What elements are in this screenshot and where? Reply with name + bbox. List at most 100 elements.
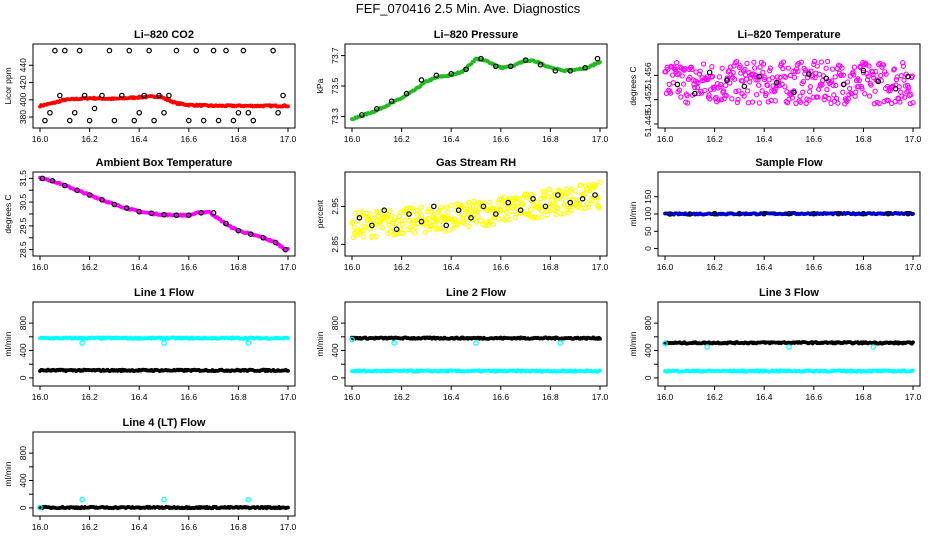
x-tick-label: 16.6 — [806, 262, 823, 272]
y-tick-label: 400 — [330, 343, 340, 357]
data-point — [908, 91, 914, 98]
data-point — [434, 216, 441, 222]
data-point — [161, 340, 167, 346]
data-point — [471, 198, 477, 204]
x-tick-label: 17.0 — [905, 262, 922, 272]
data-point — [742, 66, 748, 73]
data-point — [902, 94, 908, 100]
data-point — [760, 69, 766, 75]
plot-frame — [344, 171, 608, 257]
data-point — [786, 210, 792, 217]
data-point — [756, 100, 763, 106]
data-point — [537, 202, 543, 209]
data-point — [106, 47, 113, 54]
data-point — [210, 210, 217, 216]
data-point — [877, 72, 884, 79]
data-point — [795, 68, 801, 74]
data-point — [899, 93, 905, 99]
data-point — [282, 246, 289, 253]
data-point — [200, 117, 207, 124]
y-tick-label: 2.85 — [330, 236, 340, 253]
data-point — [798, 99, 804, 105]
data-point — [893, 76, 900, 83]
data-point — [66, 117, 73, 124]
y-tick-label: 30.5 — [18, 194, 28, 211]
data-point — [434, 218, 440, 225]
data-point — [678, 94, 684, 100]
data-point — [507, 216, 513, 223]
data-point — [349, 336, 355, 343]
data-point — [901, 77, 907, 83]
chart-title: Line 1 Flow — [134, 287, 194, 299]
x-tick-label: 16.8 — [230, 522, 247, 532]
data-point — [373, 233, 379, 240]
data-point — [352, 210, 359, 216]
data-point — [717, 84, 723, 90]
data-point — [905, 73, 911, 80]
chart-panel-1: Li–820 CO2 16.0 16.2 16.4 16.6 16.8 17.0 380 400… — [3, 29, 297, 144]
data-point — [410, 220, 416, 226]
data-point — [474, 219, 480, 225]
data-point — [687, 74, 693, 80]
data-point — [443, 204, 450, 210]
y-tick-label: 800 — [18, 316, 28, 330]
y-tick-label: 0 — [330, 375, 340, 380]
data-point — [885, 210, 892, 217]
y-axis-label: kPa — [315, 78, 325, 93]
data-point — [428, 208, 434, 214]
data-point — [840, 81, 847, 88]
data-point — [49, 177, 56, 184]
x-tick-label: 16.6 — [181, 262, 198, 272]
data-point — [747, 75, 754, 81]
x-tick-label: 16.8 — [230, 134, 247, 144]
x-tick-label: 16.8 — [855, 134, 872, 144]
data-point — [723, 92, 729, 99]
data-point — [598, 368, 602, 373]
data-point — [851, 64, 858, 70]
data-point — [381, 207, 388, 214]
data-point — [286, 104, 290, 109]
chart-title: Li–820 CO2 — [134, 29, 194, 41]
data-point — [161, 211, 167, 218]
x-tick-label: 16.4 — [131, 134, 148, 144]
data-point — [390, 220, 396, 227]
data-point — [473, 203, 479, 209]
data-point — [835, 100, 841, 106]
x-tick-label: 16.2 — [706, 392, 723, 402]
data-point — [734, 99, 740, 105]
data-point — [685, 100, 691, 106]
data-point — [596, 205, 602, 211]
data-point — [735, 96, 741, 103]
data-point — [370, 233, 376, 239]
data-point — [872, 88, 878, 94]
data-point — [833, 95, 840, 102]
chart-title: Line 4 (LT) Flow — [123, 417, 206, 429]
data-point — [507, 63, 514, 70]
x-tick-label: 16.6 — [806, 392, 823, 402]
series-3 — [662, 340, 877, 350]
data-point — [537, 61, 544, 68]
data-point — [470, 203, 476, 209]
x-tick-label: 16.0 — [344, 262, 361, 272]
data-point — [442, 228, 448, 235]
data-point — [418, 77, 425, 83]
data-point — [245, 496, 252, 503]
data-point — [99, 196, 105, 203]
data-point — [555, 192, 561, 198]
data-point — [547, 186, 553, 193]
data-point — [745, 88, 751, 94]
series-2 — [350, 368, 602, 374]
data-point — [567, 199, 574, 206]
y-tick-label: 380 — [18, 110, 28, 124]
data-point — [468, 215, 474, 221]
data-point — [360, 228, 366, 234]
data-point — [810, 94, 816, 100]
data-point — [885, 97, 891, 104]
chart-panel-5: Gas Stream RH 16.0 16.2 16.4 16.6 16.8 17.0 2.8… — [315, 157, 609, 272]
data-point — [741, 93, 747, 99]
y-axis-label: Licor ppm — [3, 67, 13, 104]
data-point — [790, 68, 796, 75]
chart-title: Sample Flow — [755, 157, 823, 169]
data-point — [173, 212, 180, 218]
chart-panel-6: Sample Flow 16.0 16.2 16.4 16.6 16.8 17.0 0 50 10… — [628, 157, 922, 272]
